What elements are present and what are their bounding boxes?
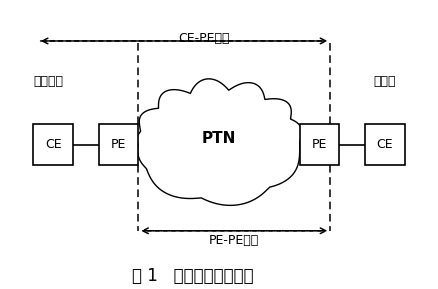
Bar — [33, 124, 73, 165]
Text: 数据中心: 数据中心 — [34, 75, 64, 88]
Polygon shape — [137, 79, 301, 205]
Text: PTN: PTN — [202, 131, 236, 146]
Text: 分支点: 分支点 — [374, 75, 396, 88]
Text: 图 1   需保护的业务层次: 图 1 需保护的业务层次 — [132, 267, 254, 286]
Text: PE: PE — [312, 138, 327, 151]
Text: PE-PE保护: PE-PE保护 — [209, 234, 259, 247]
Bar — [365, 124, 405, 165]
Text: PE: PE — [111, 138, 126, 151]
Bar — [99, 124, 138, 165]
Text: CE-PE保护: CE-PE保护 — [178, 32, 230, 45]
Bar — [300, 124, 339, 165]
Text: CE: CE — [45, 138, 61, 151]
Text: CE: CE — [377, 138, 393, 151]
